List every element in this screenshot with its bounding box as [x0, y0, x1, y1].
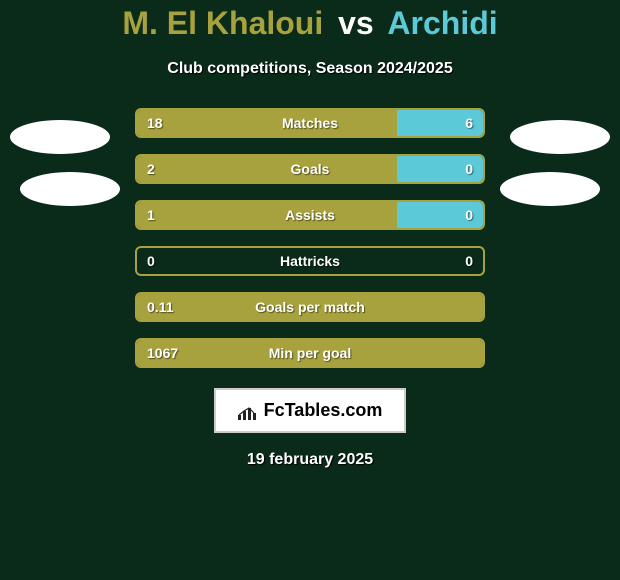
stat-label: Goals [291, 161, 330, 177]
stat-value-left: 0 [147, 253, 155, 269]
bar-left [137, 202, 397, 228]
stat-value-right: 0 [465, 207, 473, 223]
stat-value-left: 0.11 [147, 299, 173, 315]
avatar-placeholder-p1-top [10, 120, 110, 154]
logo-text: FcTables.com [264, 400, 383, 421]
stat-value-left: 1 [147, 207, 155, 223]
stat-row: 0 0 Hattricks [135, 246, 485, 276]
subtitle: Club competitions, Season 2024/2025 [167, 60, 452, 78]
vs-text: vs [338, 5, 374, 41]
stat-value-left: 2 [147, 161, 155, 177]
stat-label: Hattricks [280, 253, 340, 269]
bar-left [137, 110, 397, 136]
avatar-placeholder-p1-bottom [20, 172, 120, 206]
stat-label: Assists [285, 207, 335, 223]
stat-label: Goals per match [255, 299, 365, 315]
stat-value-left: 18 [147, 115, 163, 131]
stat-value-right: 6 [465, 115, 473, 131]
stat-value-right: 0 [465, 253, 473, 269]
player2-name: Archidi [387, 5, 497, 41]
stat-value-left: 1067 [147, 345, 178, 361]
stat-row: 18 6 Matches [135, 108, 485, 138]
stat-row: 1067 Min per goal [135, 338, 485, 368]
player1-name: M. El Khaloui [122, 5, 323, 41]
date: 19 february 2025 [247, 451, 373, 469]
comparison-card: M. El Khaloui vs Archidi Club competitio… [0, 0, 620, 580]
bar-left [137, 156, 397, 182]
avatar-placeholder-p2-bottom [500, 172, 600, 206]
stat-label: Min per goal [269, 345, 351, 361]
stat-row: 0.11 Goals per match [135, 292, 485, 322]
bar-chart-icon [238, 404, 258, 418]
stat-value-right: 0 [465, 161, 473, 177]
stat-label: Matches [282, 115, 338, 131]
stat-row: 1 0 Assists [135, 200, 485, 230]
fctables-logo[interactable]: FcTables.com [214, 388, 407, 433]
title: M. El Khaloui vs Archidi [122, 5, 497, 42]
stat-row: 2 0 Goals [135, 154, 485, 184]
avatar-placeholder-p2-top [510, 120, 610, 154]
stats-list: 18 6 Matches 2 0 Goals 1 0 Assists 0 0 Hattricks 0.1… [135, 108, 485, 368]
